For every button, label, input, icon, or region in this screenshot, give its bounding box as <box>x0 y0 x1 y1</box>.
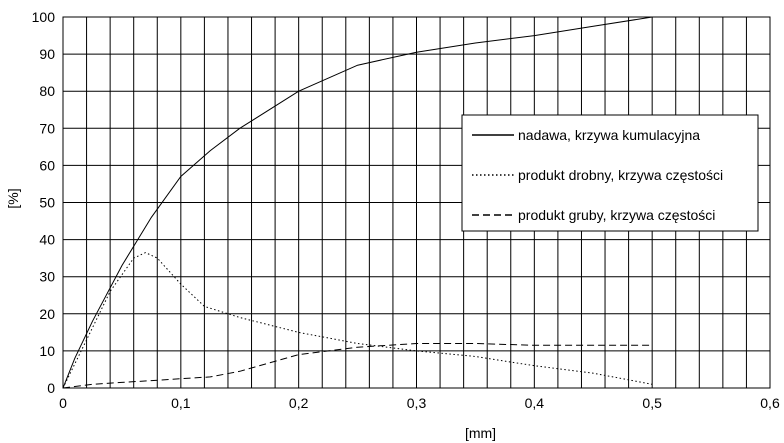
plot-area-frame <box>62 16 771 389</box>
x-tick-label: 0,5 <box>642 395 662 411</box>
series-line-2 <box>62 252 653 389</box>
y-axis-ticks: 0 10 20 30 40 50 60 70 80 90 100 <box>32 9 56 396</box>
x-tick-label: 0,4 <box>525 395 545 411</box>
x-tick-label: 0,6 <box>760 395 780 411</box>
y-tick-label: 10 <box>39 343 55 359</box>
y-tick-label: 90 <box>39 46 55 62</box>
legend-label-1: nadawa, krzywa kumulacyjna <box>518 127 700 143</box>
y-tick-label: 20 <box>39 306 55 322</box>
x-tick-label: 0 <box>59 395 67 411</box>
legend-label-3: produkt gruby, krzywa częstości <box>518 207 715 223</box>
y-tick-label: 60 <box>39 157 55 173</box>
y-tick-label: 100 <box>32 9 56 25</box>
x-tick-label: 0,3 <box>407 395 427 411</box>
x-axis-label: [mm] <box>465 425 496 441</box>
legend: nadawa, krzywa kumulacyjna produkt drobny… <box>461 114 759 232</box>
y-tick-label: 40 <box>39 232 55 248</box>
y-tick-label: 70 <box>39 120 55 136</box>
series-line-3 <box>62 343 653 389</box>
y-tick-label: 50 <box>39 195 55 211</box>
y-tick-label: 30 <box>39 269 55 285</box>
legend-label-2: produkt drobny, krzywa częstości <box>518 167 723 183</box>
y-axis-label: [%] <box>5 188 21 208</box>
series-group <box>62 16 653 389</box>
x-tick-label: 0,1 <box>171 395 191 411</box>
series-line-1 <box>62 16 653 389</box>
x-axis-ticks: 0 0,1 0,2 0,3 0,4 0,5 0,6 <box>59 395 780 411</box>
y-tick-label: 0 <box>47 380 55 396</box>
y-tick-label: 80 <box>39 83 55 99</box>
x-tick-label: 0,2 <box>289 395 309 411</box>
